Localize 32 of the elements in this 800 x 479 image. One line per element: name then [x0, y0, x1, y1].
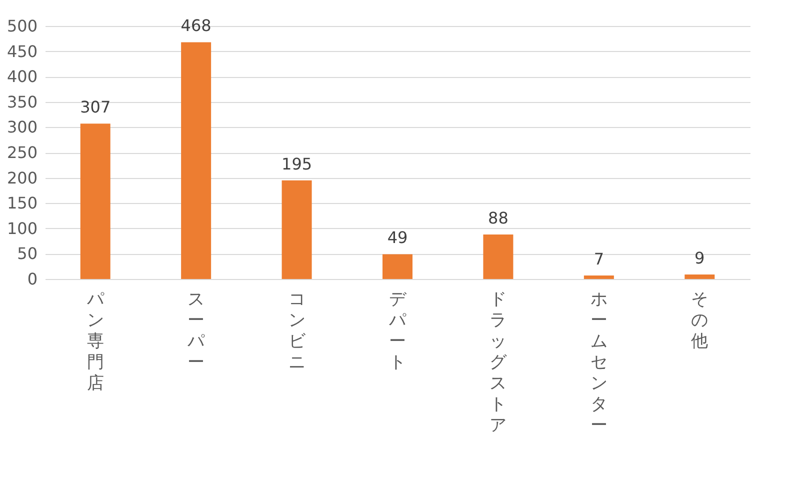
bar — [684, 274, 715, 279]
y-tick-label: 0 — [27, 270, 38, 288]
y-tick-label: 400 — [6, 67, 38, 86]
bar — [483, 234, 514, 279]
y-tick-label: 500 — [6, 16, 38, 36]
y-tick-label: 350 — [6, 92, 38, 112]
x-tick-label: スーパー — [186, 290, 206, 372]
data-label: 9 — [694, 248, 705, 268]
y-tick-label: 100 — [6, 218, 38, 238]
x-tick-label: ホームセンター — [590, 290, 608, 436]
x-tick-label: コンビニ — [288, 290, 306, 372]
y-tick-label: 200 — [6, 168, 38, 188]
bar — [80, 124, 110, 279]
data-label: 195 — [282, 154, 312, 174]
y-tick-label: 50 — [17, 244, 38, 264]
y-tick-label: 250 — [6, 143, 38, 162]
data-label: 7 — [594, 249, 604, 268]
y-tick-label: 300 — [6, 118, 38, 137]
data-label: 88 — [488, 208, 508, 228]
data-label: 49 — [387, 228, 408, 248]
data-label: 468 — [180, 16, 212, 36]
x-tick-label: デパート — [388, 290, 407, 372]
x-tick-label: その他 — [691, 290, 708, 352]
y-tick-label: 450 — [6, 42, 38, 61]
y-tick-label: 150 — [6, 194, 38, 213]
x-tick-label: パン専門店 — [86, 290, 105, 394]
x-tick-label: ドラッグストア — [490, 290, 508, 436]
bar — [382, 254, 412, 279]
bar — [584, 275, 614, 279]
bar — [181, 42, 212, 279]
bar — [282, 180, 312, 279]
data-label: 307 — [80, 98, 111, 117]
